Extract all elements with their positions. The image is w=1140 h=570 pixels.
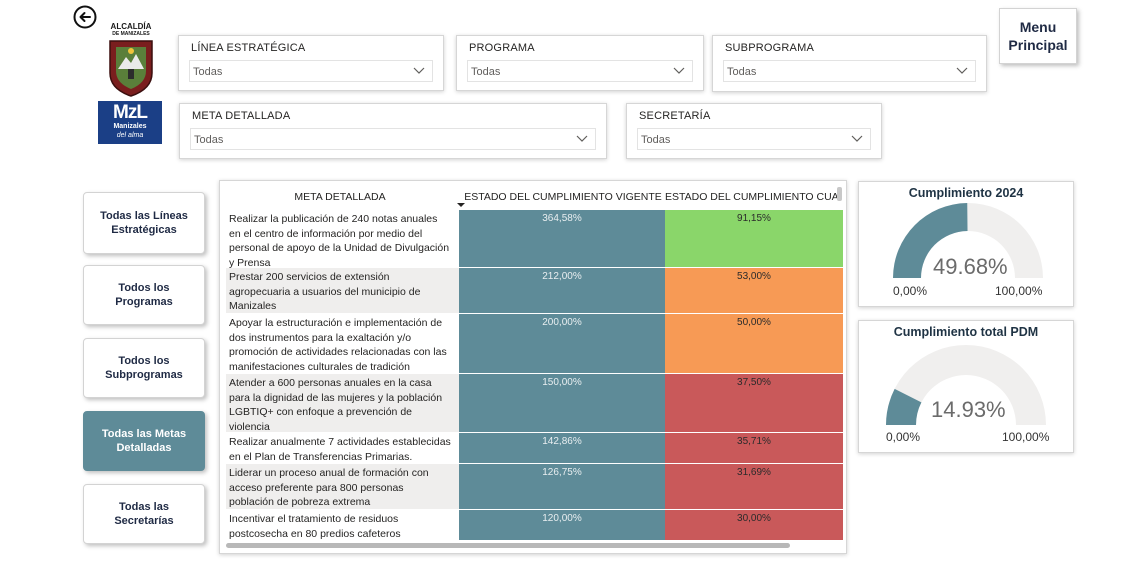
coat-of-arms-icon xyxy=(109,40,153,97)
column-header-meta[interactable]: META DETALLADA xyxy=(294,191,386,203)
cell-vigente: 142,86% xyxy=(459,433,665,463)
filter-title: LÍNEA ESTRATÉGICA xyxy=(191,42,306,54)
chevron-down-icon xyxy=(956,67,968,74)
logo-mzl-text: MzL xyxy=(113,102,148,123)
filter-value: Todas xyxy=(194,134,224,146)
filter-title: META DETALLADA xyxy=(192,110,291,122)
cell-vigente: 120,00% xyxy=(459,510,665,540)
table-row[interactable]: Apoyar la estructuración e implementació… xyxy=(226,314,843,373)
filter-value: Todas xyxy=(727,66,757,78)
cell-cuatrienio: 30,00% xyxy=(665,510,843,540)
column-header-vigente[interactable]: ESTADO DEL CUMPLIMIENTO VIGENTE xyxy=(464,191,662,203)
gauge-title: Cumplimiento 2024 xyxy=(908,186,1024,200)
nav-lineas-estrategicas-button[interactable]: Todas las Líneas Estratégicas xyxy=(83,192,205,254)
gauge-chart xyxy=(886,345,1046,425)
table-row[interactable]: Realizar anualmente 7 actividades establ… xyxy=(226,433,843,463)
gauge-title: Cumplimiento total PDM xyxy=(893,325,1039,339)
table-row[interactable]: Liderar un proceso anual de formación co… xyxy=(226,464,843,509)
cell-vigente: 126,75% xyxy=(459,464,665,509)
gauge-value: 49.68% xyxy=(933,254,1008,279)
filter-dropdown[interactable]: Todas xyxy=(467,60,693,82)
cell-vigente: 212,00% xyxy=(459,268,665,313)
cell-cuatrienio: 91,15% xyxy=(665,210,843,267)
nav-programas-button[interactable]: Todos los Programas xyxy=(83,265,205,325)
cell-cuatrienio: 35,71% xyxy=(665,433,843,463)
cell-meta: Incentivar el tratamiento de residuos po… xyxy=(229,513,401,540)
cell-meta: Realizar anualmente 7 actividades establ… xyxy=(229,436,451,463)
filter-secretaria[interactable]: SECRETARÍA Todas xyxy=(626,103,882,159)
nav-button-label: Todas las Metas Detalladas xyxy=(101,428,187,454)
logo-mzl-sub: Manizales xyxy=(113,123,147,130)
gauge-track xyxy=(886,345,1046,425)
horizontal-scrollbar[interactable] xyxy=(226,543,790,548)
back-button[interactable] xyxy=(73,5,97,29)
filter-dropdown[interactable]: Todas xyxy=(637,128,871,150)
cell-meta: Realizar la publicación de 240 notas anu… xyxy=(229,213,450,269)
table-row[interactable]: Realizar la publicación de 240 notas anu… xyxy=(226,210,843,269)
nav-button-label: Todas las Secretarías xyxy=(114,501,174,527)
filter-value: Todas xyxy=(193,66,223,78)
filter-title: PROGRAMA xyxy=(469,42,535,54)
gauge-min: 0,00% xyxy=(886,430,921,444)
logo-alcaldia-text: ALCALDÍA xyxy=(110,22,152,31)
nav-button-label: Todas las Líneas Estratégicas xyxy=(100,210,188,236)
filter-subprograma[interactable]: SUBPROGRAMA Todas xyxy=(712,35,987,92)
sort-desc-icon xyxy=(457,203,465,207)
chevron-down-icon xyxy=(673,67,685,74)
alcaldia-logo: ALCALDÍA DE MANIZALES xyxy=(103,22,159,98)
column-header-cuatrienio[interactable]: ESTADO DEL CUMPLIMIENTO CUATRIENIO xyxy=(665,191,839,203)
gauge-chart xyxy=(893,203,1043,278)
filter-title: SECRETARÍA xyxy=(639,110,711,122)
arrow-left-circle-icon xyxy=(73,5,97,29)
cell-meta: Apoyar la estructuración e implementació… xyxy=(229,317,447,373)
chevron-down-icon xyxy=(413,67,425,74)
gauge-card-2024: Cumplimiento 2024 49.68% 0,00% 100,00% xyxy=(858,181,1074,307)
nav-button-label: Todos los Programas xyxy=(115,282,173,308)
table-body: Realizar la publicación de 240 notas anu… xyxy=(220,210,846,540)
table-row[interactable]: Incentivar el tratamiento de residuos po… xyxy=(226,510,843,540)
cell-cuatrienio: 50,00% xyxy=(665,314,843,373)
filter-dropdown[interactable]: Todas xyxy=(190,128,596,150)
gauge-card-pdm: Cumplimiento total PDM 14.93% 0,00% 100,… xyxy=(858,320,1074,453)
nav-subprogramas-button[interactable]: Todos los Subprogramas xyxy=(83,338,205,398)
filter-title: SUBPROGRAMA xyxy=(725,42,814,54)
cell-vigente: 364,58% xyxy=(459,210,665,267)
cell-meta: Liderar un proceso anual de formación co… xyxy=(229,467,429,508)
filter-programa[interactable]: PROGRAMA Todas xyxy=(456,35,704,91)
gauge-max: 100,00% xyxy=(1002,430,1050,444)
vertical-scrollbar[interactable] xyxy=(837,187,842,201)
gauge-fill xyxy=(893,203,968,278)
gauge-fill xyxy=(886,388,922,425)
nav-secretarias-button[interactable]: Todas las Secretarías xyxy=(83,484,205,544)
logo-mzl-tag: del alma xyxy=(116,132,144,139)
filter-meta-detallada[interactable]: META DETALLADA Todas xyxy=(179,103,607,159)
menu-principal-label: Menu Principal xyxy=(1008,19,1068,53)
nav-metas-detalladas-button[interactable]: Todas las Metas Detalladas xyxy=(83,411,205,471)
filter-value: Todas xyxy=(471,66,501,78)
gauge-max: 100,00% xyxy=(995,284,1043,298)
mzl-logo: MzL Manizales del alma xyxy=(98,101,162,144)
cell-cuatrienio: 31,69% xyxy=(665,464,843,509)
menu-principal-button[interactable]: Menu Principal xyxy=(999,8,1077,64)
nav-button-label: Todos los Subprogramas xyxy=(105,355,183,381)
cell-meta: Prestar 200 servicios de extensión agrop… xyxy=(229,271,421,312)
table-row[interactable]: Atender a 600 personas anuales en la cas… xyxy=(226,374,843,433)
filter-dropdown[interactable]: Todas xyxy=(189,60,433,82)
cell-vigente: 200,00% xyxy=(459,314,665,373)
cell-vigente: 150,00% xyxy=(459,374,665,432)
filter-dropdown[interactable]: Todas xyxy=(723,60,976,82)
table-row[interactable]: Prestar 200 servicios de extensión agrop… xyxy=(226,268,843,313)
chevron-down-icon xyxy=(851,135,863,142)
logo-alcaldia-sub: DE MANIZALES xyxy=(112,31,150,37)
cell-cuatrienio: 53,00% xyxy=(665,268,843,313)
gauge-value: 14.93% xyxy=(931,397,1006,422)
metas-table[interactable]: META DETALLADA ESTADO DEL CUMPLIMIENTO V… xyxy=(219,180,847,554)
filter-linea-estrategica[interactable]: LÍNEA ESTRATÉGICA Todas xyxy=(178,35,444,91)
chevron-down-icon xyxy=(576,135,588,142)
cell-cuatrienio: 37,50% xyxy=(665,374,843,432)
gauge-min: 0,00% xyxy=(893,284,928,298)
filter-value: Todas xyxy=(641,134,671,146)
cell-meta: Atender a 600 personas anuales en la cas… xyxy=(229,377,443,433)
